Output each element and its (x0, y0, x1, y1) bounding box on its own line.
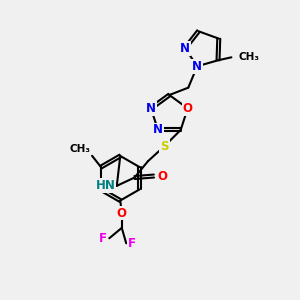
Text: O: O (158, 169, 167, 182)
Text: N: N (192, 60, 202, 73)
Text: O: O (117, 206, 127, 220)
Text: N: N (180, 42, 190, 55)
Text: O: O (183, 102, 193, 115)
Text: N: N (153, 124, 163, 136)
Text: HN: HN (95, 179, 115, 192)
Text: F: F (99, 232, 107, 245)
Text: N: N (146, 102, 156, 115)
Text: F: F (128, 237, 136, 250)
Text: CH₃: CH₃ (70, 144, 91, 154)
Text: CH₃: CH₃ (239, 52, 260, 62)
Text: S: S (160, 140, 169, 153)
